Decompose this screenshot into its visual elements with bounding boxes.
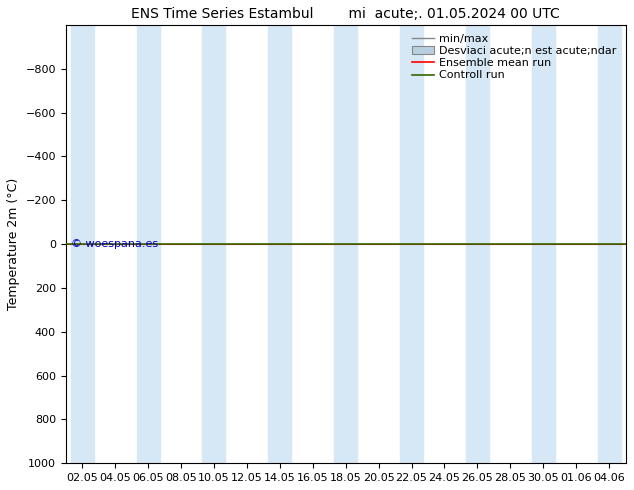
Bar bbox=[268, 25, 292, 464]
Bar bbox=[532, 25, 555, 464]
Title: ENS Time Series Estambul        mi  acute;. 01.05.2024 00 UTC: ENS Time Series Estambul mi acute;. 01.0… bbox=[131, 7, 560, 21]
Text: © woespana.es: © woespana.es bbox=[71, 239, 158, 249]
Bar bbox=[466, 25, 489, 464]
Legend: min/max, Desviaci acute;n est acute;ndar, Ensemble mean run, Controll run: min/max, Desviaci acute;n est acute;ndar… bbox=[408, 30, 620, 84]
Bar bbox=[136, 25, 160, 464]
Y-axis label: Temperature 2m (°C): Temperature 2m (°C) bbox=[7, 178, 20, 310]
Bar bbox=[70, 25, 94, 464]
Bar bbox=[400, 25, 423, 464]
Bar bbox=[334, 25, 357, 464]
Bar bbox=[202, 25, 226, 464]
Bar bbox=[598, 25, 621, 464]
